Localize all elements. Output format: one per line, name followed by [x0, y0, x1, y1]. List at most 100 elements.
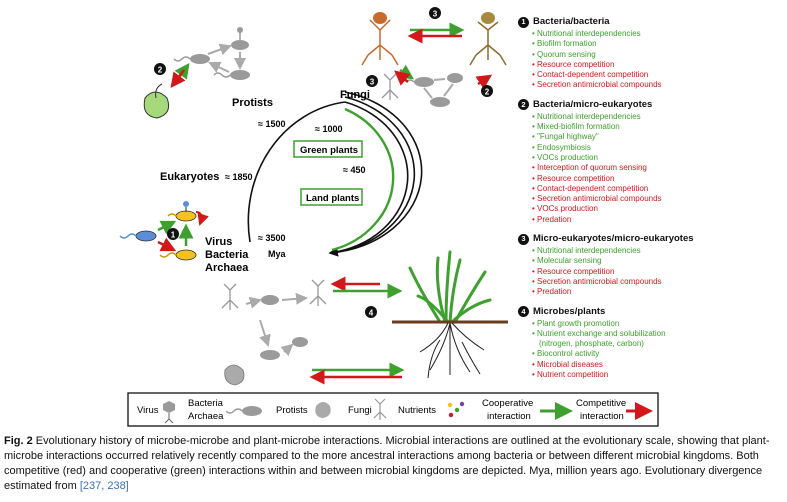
- gray-fungus-small-icon: [381, 73, 399, 100]
- time-unit: Mya: [268, 249, 287, 259]
- interaction-item: Secretion antimicrobial compounds: [532, 277, 780, 287]
- interaction-item: Endosymbiosis: [532, 143, 780, 153]
- svg-text:4: 4: [369, 309, 374, 318]
- land-plants-box: [300, 188, 363, 206]
- interaction-item: Molecular sensing: [532, 256, 780, 266]
- interaction-item: Interception of quorum sensing: [532, 163, 780, 173]
- marker-3-top: 3: [429, 7, 441, 19]
- marker-1: 1: [167, 228, 179, 240]
- interaction-item: VOCs production: [532, 204, 780, 214]
- svg-text:3: 3: [370, 78, 375, 87]
- label-archaea: Archaea: [205, 262, 249, 274]
- legend-virus-icon: [163, 401, 175, 424]
- svg-text:2: 2: [158, 66, 163, 75]
- gray-fungus-icon: [231, 27, 249, 50]
- interaction-items: Nutritional interdependenciesBiofilm for…: [532, 29, 780, 91]
- interaction-section: 1 Bacteria/bacteria Nutritional interdepen…: [518, 16, 780, 91]
- interaction-item: Nutritional interdependencies: [532, 246, 780, 256]
- time-1850: ≈ 1850: [225, 172, 252, 182]
- interaction-item: Contact-dependent competition: [532, 184, 780, 194]
- interaction-title: 3 Micro-eukaryotes/micro-eukaryotes: [518, 233, 780, 245]
- legend-protist-icon: [315, 402, 331, 418]
- legend: Virus Bacteria Archaea Protists Fungi Nu…: [127, 392, 659, 427]
- land-plants-label: Land plants: [306, 193, 359, 204]
- label-virus: Virus: [205, 236, 232, 248]
- interaction-item: Biocontrol activity: [532, 349, 780, 359]
- marker-2-right: 2: [481, 85, 493, 97]
- yellow-bacteria-bottom-icon: [175, 249, 197, 261]
- interaction-section: 4 Microbes/plants Plant growth promotionNu…: [518, 306, 780, 381]
- yellow-bacteria-top-icon: [175, 210, 197, 222]
- interaction-number-badge: 4: [518, 306, 529, 318]
- interaction-item: Quorum sensing: [532, 50, 780, 60]
- interaction-title-text: Microbes/plants: [533, 305, 606, 317]
- cluster-bacteria-protists: [143, 27, 250, 119]
- cluster-bacteria-bacteria: [119, 201, 209, 261]
- arc-green-plants: [331, 107, 395, 252]
- arc-lineage-1: [328, 101, 409, 257]
- interaction-number-badge: 1: [518, 16, 529, 28]
- legend-nutrients-icon: [447, 401, 465, 418]
- interaction-item: Secretion antimicrobial compounds: [532, 80, 780, 90]
- interaction-title-text: Bacteria/bacteria: [533, 16, 610, 27]
- interaction-section: 3 Micro-eukaryotes/micro-eukaryotesNutrit…: [518, 233, 780, 297]
- interaction-item: Nutrient exchange and solubilization: [532, 329, 780, 339]
- interaction-item: Predation: [532, 287, 780, 297]
- interaction-item: VOCs production: [532, 153, 780, 163]
- evolution-diagram: Protists Fungi Eukaryotes Virus Bacteria…: [119, 7, 659, 427]
- legend-fungi-label: Fungi: [348, 405, 372, 416]
- blue-bacteria-icon: [135, 230, 157, 242]
- interaction-item: Nutritional interdependencies: [532, 112, 780, 122]
- interaction-section: 2 Bacteria/micro-eukaryotes Nutritional in…: [518, 99, 780, 225]
- label-protists: Protists: [232, 97, 273, 109]
- roots-icon: [419, 322, 485, 379]
- interaction-item: Resource competition: [532, 60, 780, 70]
- interaction-title: 4 Microbes/plants: [518, 306, 780, 318]
- interaction-list: 1 Bacteria/bacteria Nutritional interdepen…: [518, 16, 780, 388]
- interaction-number-badge: 2: [518, 99, 529, 111]
- svg-text:3: 3: [433, 10, 438, 19]
- cluster-microbes-plants: [221, 276, 405, 386]
- interaction-item: Contact-dependent competition: [532, 70, 780, 80]
- interaction-item: Biofilm formation: [532, 39, 780, 49]
- arc-lineage-2: [329, 96, 416, 254]
- interaction-item: Mixed-biofilm formation: [532, 122, 780, 132]
- label-bacteria: Bacteria: [205, 249, 249, 261]
- interaction-item: Nutritional interdependencies: [532, 29, 780, 39]
- interaction-title-text: Micro-eukaryotes/micro-eukaryotes: [533, 233, 694, 245]
- green-plants-box: [293, 140, 363, 158]
- legend-cooperative-label-1: Cooperative: [482, 398, 533, 409]
- interaction-item: Predation: [532, 215, 780, 225]
- marker-3-left: 3: [366, 75, 378, 87]
- legend-bacteria-icon: [225, 406, 262, 416]
- legend-competitive-label-1: Competitive: [576, 398, 626, 409]
- legend-protists-label: Protists: [276, 405, 308, 416]
- label-fungi: Fungi: [340, 89, 370, 101]
- interaction-items: Plant growth promotionNutrient exchange …: [532, 319, 780, 381]
- legend-cooperative-label-2: interaction: [487, 411, 531, 422]
- interaction-items: Nutritional interdependenciesMolecular s…: [532, 246, 780, 297]
- marker-4: 4: [365, 306, 377, 318]
- svg-text:1: 1: [171, 231, 176, 240]
- interaction-item: Microbial diseases: [532, 360, 780, 370]
- legend-nutrients-label: Nutrients: [398, 405, 436, 416]
- gray-protist-icon: [213, 70, 250, 80]
- time-1500: ≈ 1500: [258, 119, 285, 129]
- interaction-title: 1 Bacteria/bacteria: [518, 16, 780, 28]
- legend-competitive-label-2: interaction: [580, 411, 624, 422]
- virus-small-icon: [183, 201, 189, 212]
- legend-bacteria-label: Bacteria: [188, 398, 224, 409]
- caption-refs: [237, 238]: [79, 480, 129, 492]
- interaction-item: Plant growth promotion: [532, 319, 780, 329]
- cluster-fungi: [361, 12, 507, 107]
- time-450: ≈ 450: [343, 165, 365, 175]
- gray-bacteria-icon: [173, 54, 210, 64]
- interaction-item: Resource competition: [532, 267, 780, 277]
- protist-green-cell: [143, 91, 170, 119]
- label-eukaryotes: Eukaryotes: [160, 171, 219, 183]
- orange-fungus-icon: [361, 12, 399, 66]
- legend-virus-label: Virus: [137, 405, 159, 416]
- caption-text: Evolutionary history of microbe-microbe …: [4, 435, 770, 492]
- interaction-items: Nutritional interdependenciesMixed-biofi…: [532, 112, 780, 225]
- interaction-item: Resource competition: [532, 174, 780, 184]
